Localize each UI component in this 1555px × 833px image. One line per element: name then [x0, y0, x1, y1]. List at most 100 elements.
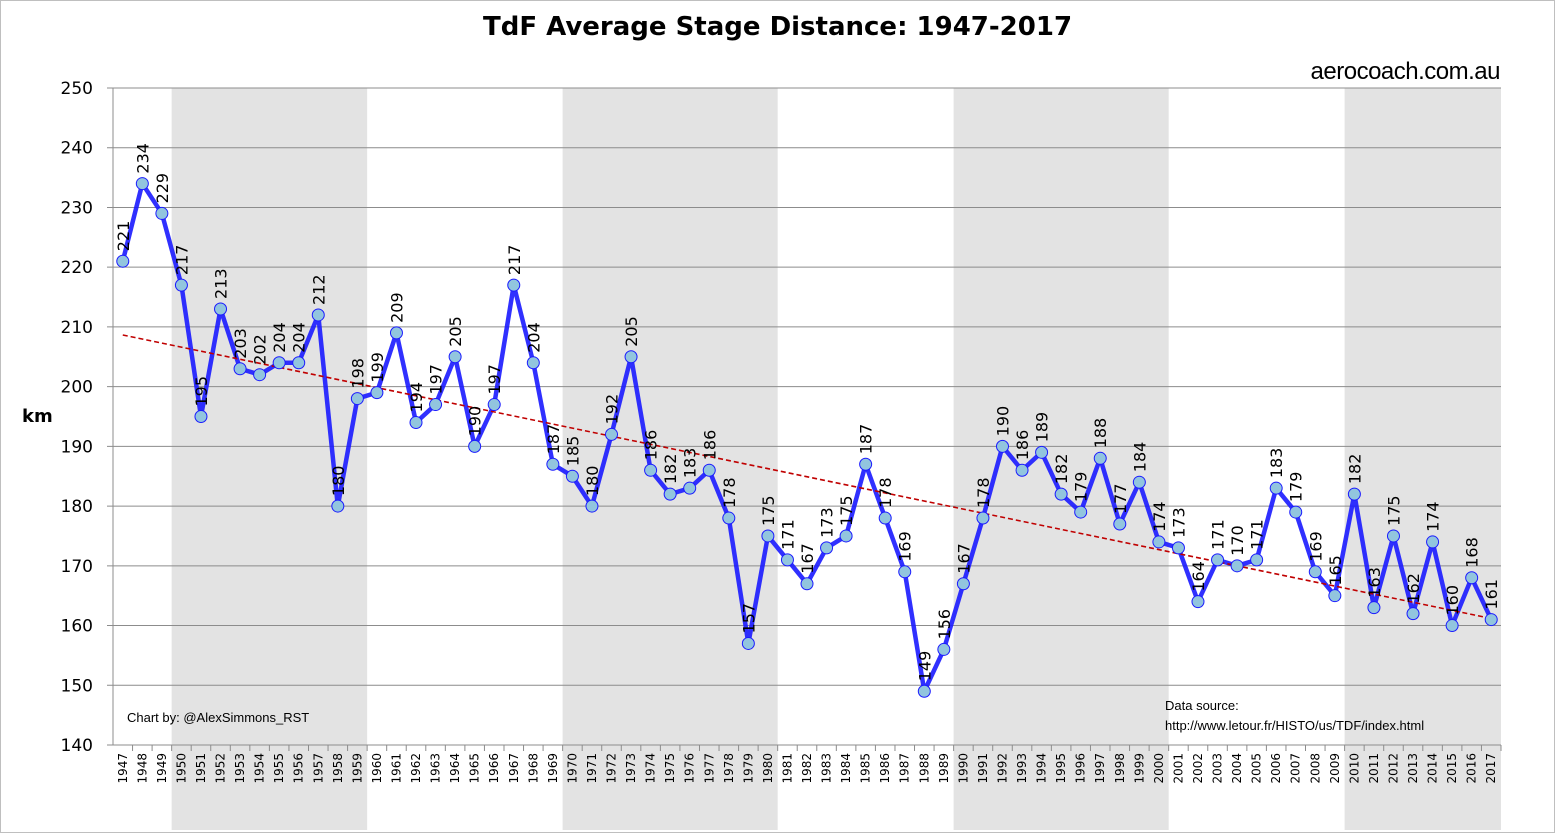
data-label: 167 [954, 543, 973, 574]
x-tick-label: 1979 [741, 753, 755, 784]
data-label: 149 [915, 651, 934, 682]
brand-watermark: aerocoach.com.au [1310, 58, 1501, 85]
data-point [1484, 613, 1498, 627]
data-label: 234 [133, 143, 152, 174]
data-point [1367, 601, 1381, 615]
x-tick-label: 1999 [1132, 753, 1146, 784]
y-tick-label: 160 [61, 617, 93, 637]
data-label: 182 [1345, 454, 1364, 485]
x-tick-label: 1977 [702, 753, 716, 784]
data-point [1406, 607, 1420, 621]
data-point [546, 457, 560, 471]
y-tick-label: 190 [61, 437, 93, 457]
data-point [722, 511, 736, 525]
data-label: 212 [309, 274, 328, 305]
x-tick-label: 1981 [780, 753, 794, 784]
data-label: 183 [1267, 448, 1286, 479]
x-tick-label: 1992 [995, 753, 1009, 784]
x-tick-label: 2007 [1289, 753, 1303, 784]
x-tick-label: 1950 [174, 753, 188, 784]
x-tick-label: 1960 [370, 753, 384, 784]
data-point [702, 463, 716, 477]
data-label: 187 [544, 424, 563, 455]
x-tick-label: 1988 [917, 753, 931, 784]
data-point [820, 541, 834, 555]
data-label: 204 [290, 322, 309, 353]
x-tick-label: 1982 [800, 753, 814, 784]
data-point [448, 350, 462, 364]
data-label: 192 [603, 394, 622, 425]
data-label: 182 [1052, 454, 1071, 485]
data-point [487, 398, 501, 412]
data-label: 194 [407, 382, 426, 413]
data-label: 186 [1013, 430, 1032, 461]
data-label: 203 [231, 328, 250, 359]
x-tick-label: 2017 [1484, 753, 1498, 784]
data-point [311, 308, 325, 322]
x-tick-label: 2002 [1191, 753, 1205, 784]
data-point [1054, 487, 1068, 501]
data-point [116, 254, 130, 268]
data-point [859, 457, 873, 471]
x-tick-label: 1969 [546, 753, 560, 784]
chart-title: TdF Average Stage Distance: 1947-2017 [482, 12, 1073, 42]
data-label: 188 [1091, 418, 1110, 449]
data-point [507, 278, 521, 292]
data-label: 204 [524, 322, 543, 353]
data-label: 163 [1365, 567, 1384, 598]
y-tick-label: 240 [61, 139, 93, 159]
data-point [1015, 463, 1029, 477]
x-tick-label: 2014 [1426, 753, 1440, 784]
data-point [1289, 505, 1303, 519]
data-point [878, 511, 892, 525]
data-point [1250, 553, 1264, 567]
x-tick-label: 1985 [859, 753, 873, 784]
data-label: 186 [700, 430, 719, 461]
y-tick-label: 150 [61, 676, 93, 696]
data-point [663, 487, 677, 501]
x-tick-label: 1993 [1015, 753, 1029, 784]
data-label: 169 [896, 531, 915, 562]
x-tick-label: 1951 [194, 753, 208, 784]
y-tick-label: 220 [61, 258, 93, 278]
x-tick-label: 2005 [1250, 753, 1264, 784]
data-label: 169 [1306, 531, 1325, 562]
data-label: 205 [446, 316, 465, 347]
x-tick-label: 1971 [585, 753, 599, 784]
data-point [1035, 445, 1049, 459]
data-point [937, 642, 951, 656]
x-tick-label: 1983 [820, 753, 834, 784]
x-tick-label: 1987 [898, 753, 912, 784]
data-label: 183 [681, 448, 700, 479]
data-point [683, 481, 697, 495]
x-tick-label: 2013 [1406, 753, 1420, 784]
data-point [761, 529, 775, 543]
x-tick-label: 2012 [1386, 753, 1400, 784]
data-point [1465, 571, 1479, 585]
data-label: 229 [153, 173, 172, 204]
y-tick-label: 140 [61, 736, 93, 756]
x-tick-label: 1957 [311, 753, 325, 784]
x-tick-label: 1962 [409, 753, 423, 784]
y-axis-label: km [22, 406, 53, 427]
x-tick-label: 1997 [1093, 753, 1107, 784]
x-tick-label: 1973 [624, 753, 638, 784]
data-point [292, 356, 306, 370]
data-point [624, 350, 638, 364]
data-point [194, 410, 208, 423]
data-point [272, 356, 286, 370]
x-tick-label: 1966 [487, 753, 501, 784]
data-label: 202 [251, 334, 270, 365]
x-tick-label: 1955 [272, 753, 286, 784]
data-label: 197 [485, 364, 504, 395]
y-tick-label: 210 [61, 318, 93, 338]
data-label: 165 [1326, 555, 1345, 586]
data-point [565, 469, 579, 483]
data-point [1093, 451, 1107, 465]
x-tick-label: 1953 [233, 753, 247, 784]
data-point [468, 439, 482, 453]
x-tick-label: 2009 [1328, 753, 1342, 784]
data-label: 180 [583, 466, 602, 497]
data-point [976, 511, 990, 525]
data-label: 170 [1228, 525, 1247, 556]
